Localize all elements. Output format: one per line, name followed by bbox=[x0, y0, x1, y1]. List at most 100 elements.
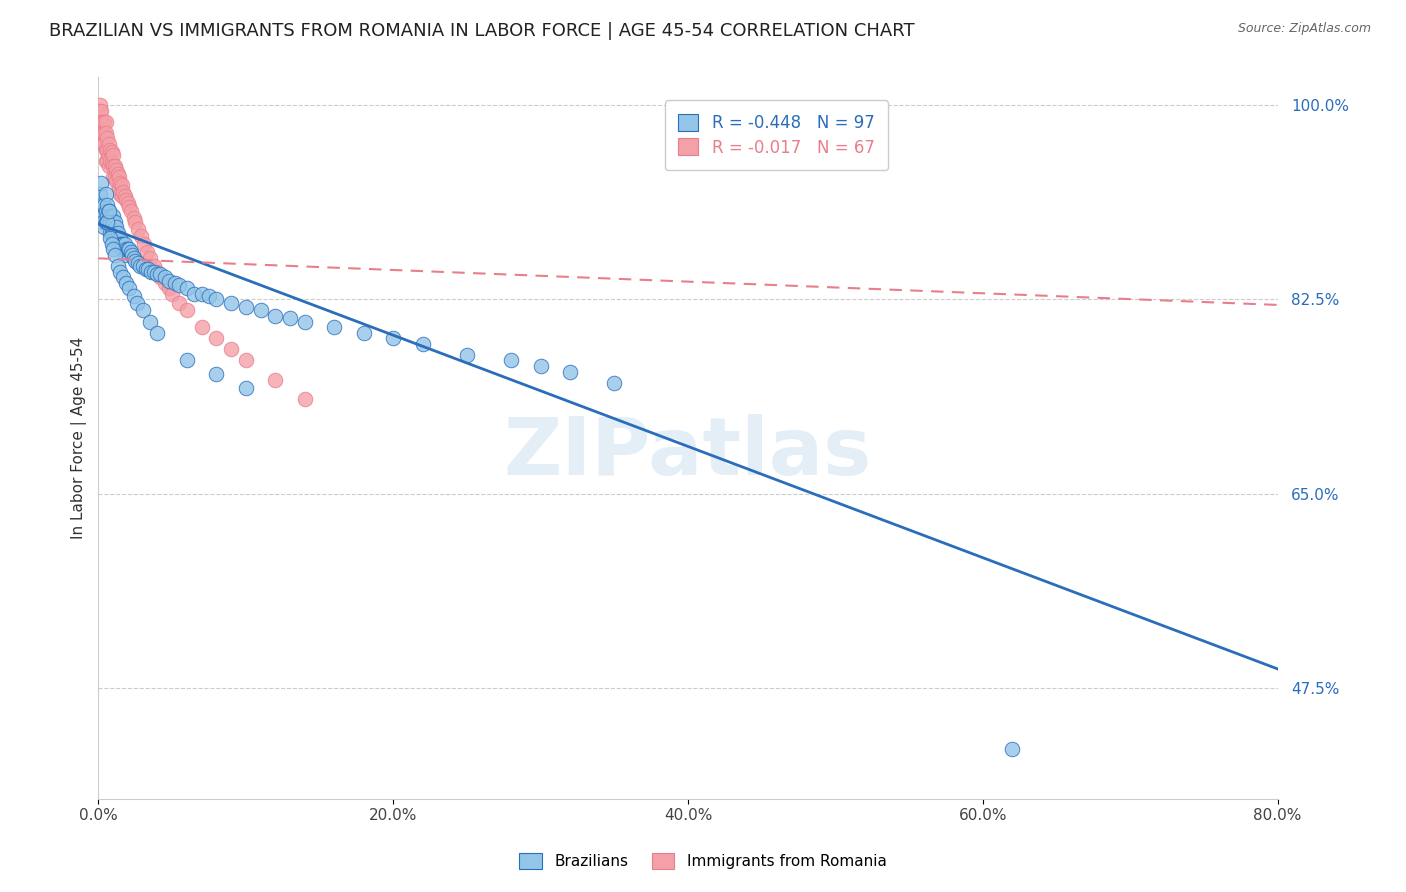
Point bbox=[107, 226, 129, 240]
Point bbox=[149, 267, 172, 281]
Point bbox=[111, 178, 134, 192]
Point bbox=[108, 181, 131, 195]
Point bbox=[97, 203, 120, 218]
Point bbox=[264, 373, 287, 387]
Point bbox=[112, 236, 135, 251]
Point bbox=[107, 236, 129, 251]
Point bbox=[127, 222, 149, 236]
Point bbox=[112, 185, 135, 199]
Point bbox=[93, 126, 115, 140]
Point bbox=[90, 103, 112, 118]
Point bbox=[110, 186, 132, 201]
Point bbox=[101, 209, 124, 223]
Point bbox=[122, 252, 145, 266]
Point bbox=[603, 376, 626, 390]
Point bbox=[294, 315, 316, 329]
Point bbox=[163, 276, 186, 290]
Point bbox=[90, 176, 112, 190]
Point bbox=[97, 148, 120, 162]
Point bbox=[114, 248, 136, 262]
Point bbox=[176, 281, 198, 295]
Point bbox=[105, 162, 128, 177]
Point bbox=[139, 315, 162, 329]
Point bbox=[264, 309, 287, 323]
Point bbox=[176, 353, 198, 368]
Point bbox=[110, 236, 132, 251]
Point bbox=[143, 265, 166, 279]
Point bbox=[94, 115, 117, 129]
Point bbox=[103, 170, 125, 185]
Point bbox=[139, 252, 162, 266]
Point bbox=[108, 170, 131, 185]
Point bbox=[141, 265, 163, 279]
Legend: R = -0.448   N = 97, R = -0.017   N = 67: R = -0.448 N = 97, R = -0.017 N = 67 bbox=[665, 100, 887, 169]
Point bbox=[89, 98, 111, 112]
Point bbox=[103, 159, 125, 173]
Point bbox=[96, 215, 118, 229]
Point bbox=[120, 203, 142, 218]
Point bbox=[456, 348, 478, 362]
Point bbox=[103, 226, 125, 240]
Point bbox=[115, 276, 138, 290]
Point bbox=[105, 220, 128, 235]
Legend: Brazilians, Immigrants from Romania: Brazilians, Immigrants from Romania bbox=[513, 847, 893, 875]
Point bbox=[131, 303, 153, 318]
Point bbox=[103, 248, 125, 262]
Point bbox=[105, 174, 128, 188]
Point bbox=[111, 189, 134, 203]
Point bbox=[153, 270, 176, 285]
Point bbox=[114, 189, 136, 203]
Point bbox=[127, 256, 149, 270]
Point bbox=[93, 136, 115, 151]
Point bbox=[101, 215, 124, 229]
Point bbox=[198, 289, 221, 303]
Point bbox=[96, 143, 118, 157]
Y-axis label: In Labor Force | Age 45-54: In Labor Force | Age 45-54 bbox=[72, 337, 87, 540]
Point bbox=[94, 153, 117, 168]
Point bbox=[107, 167, 129, 181]
Point bbox=[146, 326, 169, 340]
Point bbox=[111, 236, 134, 251]
Point bbox=[101, 159, 124, 173]
Point bbox=[132, 236, 155, 251]
Point bbox=[97, 203, 120, 218]
Point bbox=[98, 215, 121, 229]
Point bbox=[101, 226, 124, 240]
Point bbox=[93, 115, 115, 129]
Point bbox=[105, 231, 128, 245]
Point bbox=[100, 226, 122, 240]
Point bbox=[117, 195, 139, 210]
Point bbox=[111, 243, 134, 257]
Point bbox=[90, 115, 112, 129]
Point bbox=[100, 236, 122, 251]
Point bbox=[91, 136, 114, 151]
Point bbox=[138, 262, 160, 277]
Point bbox=[98, 153, 121, 168]
Point bbox=[235, 300, 257, 314]
Point bbox=[278, 311, 301, 326]
Point bbox=[176, 303, 198, 318]
Point bbox=[90, 126, 112, 140]
Point bbox=[90, 198, 112, 212]
Point bbox=[110, 265, 132, 279]
Point bbox=[110, 176, 132, 190]
Point bbox=[190, 320, 212, 334]
Point bbox=[91, 215, 114, 229]
Point bbox=[93, 198, 115, 212]
Text: BRAZILIAN VS IMMIGRANTS FROM ROMANIA IN LABOR FORCE | AGE 45-54 CORRELATION CHAR: BRAZILIAN VS IMMIGRANTS FROM ROMANIA IN … bbox=[49, 22, 915, 40]
Point bbox=[96, 131, 118, 145]
Point bbox=[94, 203, 117, 218]
Point bbox=[135, 262, 157, 277]
Text: Source: ZipAtlas.com: Source: ZipAtlas.com bbox=[1237, 22, 1371, 36]
Point bbox=[98, 226, 121, 240]
Point bbox=[131, 259, 153, 273]
Point bbox=[97, 136, 120, 151]
Point bbox=[98, 231, 121, 245]
Point bbox=[249, 303, 271, 318]
Point bbox=[501, 353, 523, 368]
Point bbox=[529, 359, 551, 373]
Point bbox=[91, 126, 114, 140]
Point bbox=[98, 143, 121, 157]
Point bbox=[124, 215, 146, 229]
Point bbox=[89, 115, 111, 129]
